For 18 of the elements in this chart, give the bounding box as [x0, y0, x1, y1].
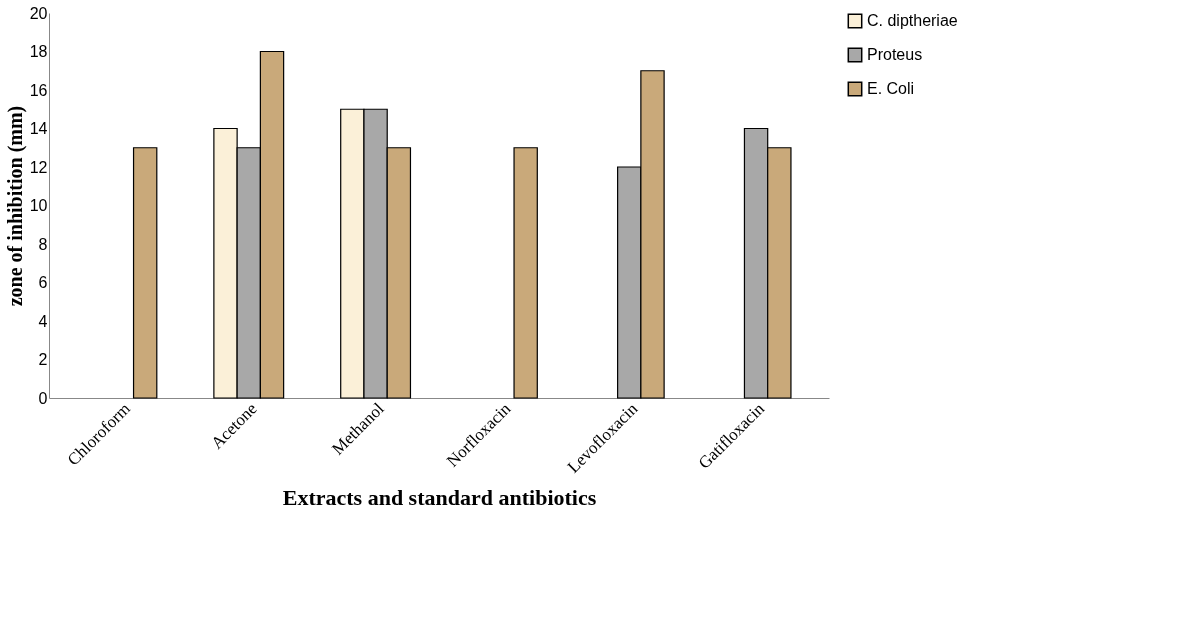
- bar: [513, 147, 538, 399]
- y-tick-label: 6: [38, 274, 48, 291]
- x-axis-title: Extracts and standard antibiotics: [282, 484, 597, 510]
- y-axis-title: zone of inhibition (mm): [3, 105, 27, 307]
- y-tick-label: 18: [29, 43, 48, 60]
- y-tick-label: 2: [38, 351, 48, 368]
- legend-label: C. diptheriae: [867, 12, 958, 29]
- bar: [132, 147, 158, 399]
- y-tick-label: 12: [29, 158, 48, 176]
- y-tick-label: 8: [38, 235, 48, 253]
- y-tick-label: 10: [29, 197, 48, 214]
- y-tick-label: 14: [29, 120, 48, 137]
- y-tick-label: 16: [29, 81, 48, 99]
- legend-label: E. Coli: [867, 80, 915, 97]
- legend-label: Proteus: [867, 46, 923, 63]
- y-tick-label: 20: [29, 4, 48, 22]
- y-tick-label: 0: [38, 389, 48, 407]
- y-tick-label: 4: [38, 312, 48, 330]
